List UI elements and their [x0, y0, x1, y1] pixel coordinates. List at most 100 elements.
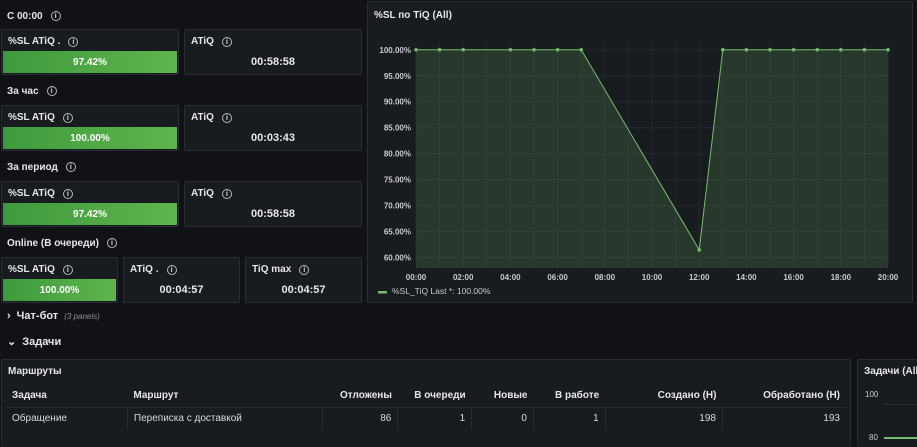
data-point: [532, 47, 536, 52]
stat-value: 00:58:58: [250, 56, 296, 68]
column-header[interactable]: Новые: [493, 390, 528, 402]
table-cell: 1: [532, 406, 606, 429]
table-cell: 1: [397, 406, 472, 429]
tasks-panel[interactable]: Задачи (All) 100 80: [857, 359, 917, 447]
chevron-down-icon: ⌄: [7, 336, 17, 348]
chart-title: %SL по TiQ (All): [374, 10, 452, 21]
data-point: [508, 47, 513, 52]
y-tick-label: 80: [869, 433, 878, 442]
series-line: [416, 49, 888, 252]
column-header[interactable]: Создано (Н): [657, 390, 717, 402]
table-header-row: Задача Маршрут Отложены В очереди Новые …: [6, 385, 846, 407]
stat-value: 00:04:57: [159, 284, 204, 296]
data-point: [721, 47, 725, 52]
x-tick-label: 16:00: [783, 273, 804, 282]
table-cell: Обращение: [6, 406, 128, 429]
table-cell: 198: [604, 406, 723, 429]
table-cell: 0: [471, 406, 534, 429]
x-tick-label: 08:00: [595, 273, 616, 282]
x-tick-label: 20:00: [878, 273, 899, 282]
stat-value-bar: 100.00%: [3, 279, 116, 301]
data-point: [579, 47, 583, 52]
panel-title: Маршруты: [8, 366, 62, 377]
stat-panel-atiq-per-hour[interactable]: ATiQ i 00:03:43: [184, 105, 362, 151]
row-label: Чат-бот: [16, 310, 59, 322]
table-cell: 193: [721, 406, 846, 429]
table-cell: Переписка с доставкой: [126, 406, 322, 429]
panel-title: Задачи (All): [864, 366, 917, 377]
y-tick-label: 65.00%: [384, 228, 411, 237]
data-point: [815, 47, 819, 52]
column-header[interactable]: Отложены: [340, 390, 392, 402]
info-icon[interactable]: i: [221, 112, 232, 123]
section-title-since-midnight: С 00:00 i: [7, 9, 61, 23]
section-title-per-period: За период i: [7, 160, 76, 174]
stat-panel-atiq-per-period[interactable]: ATiQ i 00:58:58: [184, 181, 362, 227]
gridline: [884, 404, 917, 405]
stat-panel-sl-per-period[interactable]: %SL ATiQ i 97.42%: [1, 181, 179, 227]
column-header[interactable]: Обработано (Н): [763, 390, 840, 402]
info-icon[interactable]: i: [65, 162, 76, 172]
data-point: [414, 47, 418, 52]
section-title-online: Online (В очереди) i: [7, 236, 117, 250]
stat-panel-sl-since-midnight[interactable]: %SL ATiQ .i 97.42%: [1, 29, 179, 75]
info-icon[interactable]: i: [221, 36, 232, 47]
section-title-per-hour: За час i: [7, 84, 57, 98]
table-row[interactable]: Обращение Переписка с доставкой 86 1 0 1…: [6, 406, 846, 429]
data-point: [862, 47, 867, 52]
info-icon[interactable]: i: [50, 11, 61, 21]
info-icon[interactable]: i: [62, 188, 73, 199]
column-header[interactable]: В очереди: [414, 390, 466, 402]
data-point: [886, 47, 890, 52]
routes-table: Задача Маршрут Отложены В очереди Новые …: [6, 385, 846, 429]
column-header[interactable]: Задача: [12, 390, 47, 402]
table-cell: 86: [321, 406, 398, 429]
stat-value-bar: 97.42%: [3, 203, 177, 225]
stat-panel-sl-online[interactable]: %SL ATiQ i 100.00%: [1, 257, 118, 303]
series-line: [884, 437, 917, 439]
stat-value: 00:03:43: [250, 132, 296, 144]
data-point: [555, 47, 560, 52]
stat-panel-atiq-online[interactable]: ATiQ .i 00:04:57: [123, 257, 240, 303]
sl-tiq-area-chart: 100.00% 95.00% 90.00% 85.00% 80.00% 75.00% 70.…: [378, 42, 899, 296]
y-tick-label: 90.00%: [384, 98, 411, 107]
y-tick-label: 75.00%: [384, 176, 411, 185]
data-point: [744, 47, 749, 52]
x-tick-label: 02:00: [453, 273, 474, 282]
y-tick-label: 70.00%: [384, 202, 411, 211]
info-icon[interactable]: i: [62, 264, 73, 275]
info-icon[interactable]: i: [166, 264, 177, 275]
column-header[interactable]: В работе: [555, 390, 600, 402]
stat-panel-tiq-max-online[interactable]: TiQ max i 00:04:57: [245, 257, 362, 303]
info-icon[interactable]: i: [299, 264, 310, 275]
y-tick-label: 100.00%: [379, 46, 411, 55]
x-tick-label: 04:00: [500, 273, 521, 282]
y-tick-label: 85.00%: [384, 124, 411, 133]
stat-panel-atiq-since-midnight[interactable]: ATiQ i 00:58:58: [184, 29, 362, 75]
stat-value-bar: 100.00%: [3, 127, 177, 149]
info-icon[interactable]: i: [106, 238, 117, 248]
routes-panel[interactable]: Маршруты Задача Маршрут Отложены В очере…: [1, 359, 851, 447]
info-icon[interactable]: i: [46, 86, 57, 96]
row-chatbot[interactable]: › Чат-бот (3 panels): [7, 310, 100, 322]
data-point: [768, 47, 772, 52]
data-point: [437, 47, 442, 52]
stat-panel-sl-per-hour[interactable]: %SL ATiQ i 100.00%: [1, 105, 179, 151]
data-point: [697, 248, 701, 252]
info-icon[interactable]: i: [62, 112, 73, 123]
y-tick-label: 100: [865, 390, 879, 399]
series-area: [416, 49, 888, 268]
chevron-right-icon: ›: [7, 310, 11, 322]
legend-label: %SL_TiQ Last *: 100.00%: [392, 286, 491, 296]
stat-value-bar: 97.42%: [3, 51, 177, 73]
y-tick-label: 80.00%: [384, 150, 411, 159]
chart-panel-sl-tiq[interactable]: %SL по TiQ (All) 100.00% 95.00% 90.00% 85.0…: [367, 1, 913, 303]
stat-value: 00:58:58: [250, 208, 296, 220]
legend-swatch: [378, 291, 387, 294]
row-tasks[interactable]: ⌄ Задачи: [7, 335, 61, 349]
column-header[interactable]: Маршрут: [133, 390, 179, 402]
info-icon[interactable]: i: [68, 36, 79, 47]
data-point: [461, 47, 465, 52]
x-tick-label: 06:00: [547, 273, 568, 282]
info-icon[interactable]: i: [221, 188, 232, 199]
